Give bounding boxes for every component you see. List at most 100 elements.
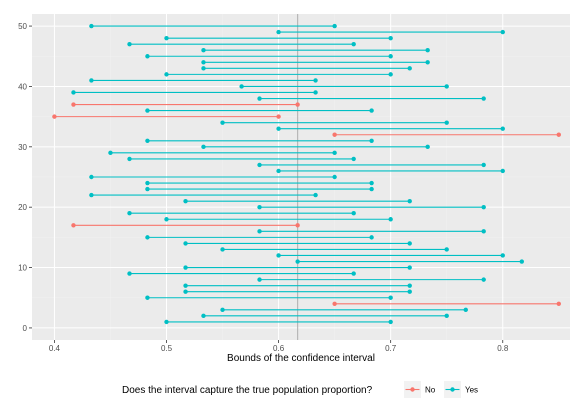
y-tick-label: 30 <box>18 143 27 152</box>
interval-lower-point <box>183 198 188 204</box>
interval-lower-point <box>89 78 94 83</box>
interval-lower-point <box>145 186 150 192</box>
x-tick-label: 0.8 <box>497 344 509 353</box>
interval-upper-point <box>407 198 412 204</box>
legend-label-no: No <box>425 386 436 395</box>
interval-lower-point <box>239 84 244 89</box>
interval-upper-point <box>407 241 412 246</box>
interval-upper-point <box>556 132 561 137</box>
x-tick-label: 0.7 <box>385 344 397 353</box>
interval-lower-point <box>276 253 281 258</box>
x-tick-label: 0.6 <box>273 344 285 353</box>
intervals <box>52 23 561 325</box>
interval-lower-point <box>257 204 262 210</box>
interval-lower-point <box>276 126 281 131</box>
interval-upper-point <box>519 259 525 264</box>
interval-lower-point <box>164 72 169 77</box>
interval-upper-point <box>500 168 505 174</box>
interval-lower-point <box>127 271 132 276</box>
legend-point-yes <box>450 387 455 392</box>
interval-upper-point <box>388 295 393 300</box>
interval-upper-point <box>444 120 449 125</box>
interval-lower-point <box>164 35 169 41</box>
interval-upper-point <box>407 283 412 288</box>
x-axis-ticks: 0.4 0.5 0.6 0.7 0.8 <box>49 340 509 353</box>
interval-lower-point <box>145 235 150 240</box>
interval-upper-point <box>388 319 393 325</box>
interval-lower-point <box>201 48 206 53</box>
interval-lower-point <box>127 41 132 47</box>
interval-lower-point <box>108 150 113 156</box>
interval-upper-point <box>500 29 505 35</box>
interval-lower-point <box>257 96 262 101</box>
interval-upper-point <box>313 192 318 198</box>
interval-upper-point <box>351 41 356 47</box>
interval-upper-point <box>407 265 412 270</box>
interval-upper-point <box>388 35 393 41</box>
interval-upper-point <box>369 108 374 113</box>
interval-upper-point <box>369 138 374 143</box>
legend-title: Does the interval capture the true popul… <box>122 385 373 396</box>
interval-lower-point <box>164 217 169 222</box>
interval-lower-point <box>257 277 262 282</box>
interval-lower-point <box>145 54 150 59</box>
interval-lower-point <box>295 259 300 264</box>
interval-lower-point <box>276 168 281 174</box>
interval-upper-point <box>444 84 449 89</box>
interval-lower-point <box>89 192 94 198</box>
interval-lower-point <box>89 174 94 180</box>
interval-lower-point <box>71 102 76 107</box>
interval-upper-point <box>332 150 337 156</box>
interval-lower-point <box>183 283 188 288</box>
interval-lower-point <box>183 241 188 246</box>
y-tick-label: 0 <box>23 324 28 333</box>
interval-lower-point <box>201 60 206 65</box>
interval-upper-point <box>481 96 486 101</box>
interval-upper-point <box>500 253 505 258</box>
y-tick-label: 40 <box>18 82 27 91</box>
interval-upper-point <box>388 54 393 59</box>
interval-lower-point <box>127 156 132 162</box>
interval-lower-point <box>220 307 225 313</box>
interval-lower-point <box>127 211 132 216</box>
interval-lower-point <box>201 66 206 71</box>
interval-upper-point <box>444 313 449 319</box>
interval-lower-point <box>332 132 337 137</box>
interval-lower-point <box>257 162 262 168</box>
interval-upper-point <box>351 271 356 276</box>
interval-upper-point <box>369 186 374 192</box>
interval-lower-point <box>183 265 188 270</box>
interval-upper-point <box>556 301 561 306</box>
interval-lower-point <box>201 144 206 150</box>
interval-lower-point <box>220 120 225 125</box>
interval-lower-point <box>145 180 150 186</box>
legend-point-no <box>410 387 415 392</box>
interval-upper-point <box>313 78 318 83</box>
interval-upper-point <box>481 229 486 234</box>
interval-upper-point <box>295 102 300 107</box>
interval-upper-point <box>500 126 505 131</box>
interval-lower-point <box>145 138 150 143</box>
interval-upper-point <box>481 204 486 210</box>
interval-lower-point <box>71 90 76 95</box>
interval-lower-point <box>52 114 57 119</box>
interval-upper-point <box>481 162 486 168</box>
interval-upper-point <box>388 217 393 222</box>
y-axis-ticks: 0 10 20 30 40 50 <box>18 22 32 333</box>
interval-upper-point <box>313 90 318 95</box>
interval-upper-point <box>332 174 337 180</box>
interval-upper-point <box>425 60 430 65</box>
interval-lower-point <box>201 313 206 319</box>
x-tick-label: 0.5 <box>161 344 173 353</box>
interval-lower-point <box>145 108 150 113</box>
interval-upper-point <box>388 72 393 77</box>
x-tick-label: 0.4 <box>49 344 61 353</box>
interval-upper-point <box>332 23 337 29</box>
legend: Does the interval capture the true popul… <box>122 381 478 398</box>
interval-lower-point <box>71 223 76 228</box>
interval-upper-point <box>351 156 356 162</box>
interval-upper-point <box>407 66 412 71</box>
interval-upper-point <box>444 247 449 252</box>
y-tick-label: 50 <box>18 22 27 31</box>
